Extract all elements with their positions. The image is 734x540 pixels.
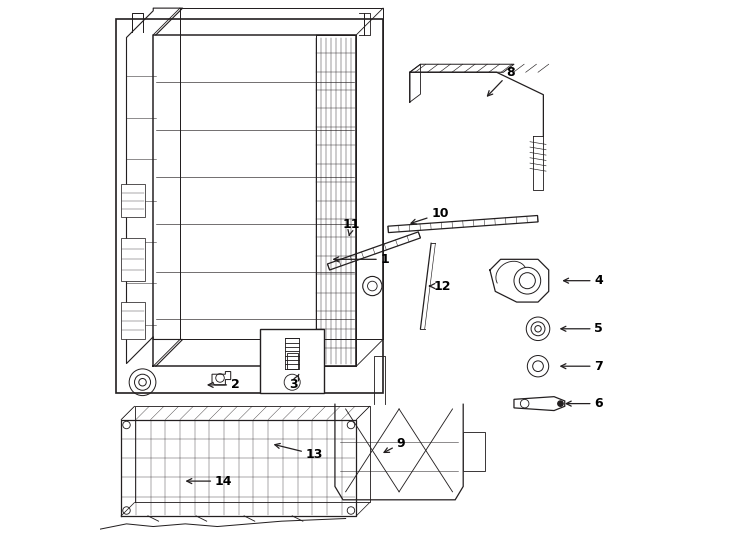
Bar — [121, 238, 145, 281]
Bar — [116, 19, 383, 393]
Text: 4: 4 — [564, 274, 603, 287]
Text: 6: 6 — [566, 397, 603, 410]
Bar — [463, 433, 484, 471]
Text: 8: 8 — [487, 66, 515, 96]
Text: 1: 1 — [334, 253, 389, 266]
Bar — [260, 329, 324, 393]
Circle shape — [558, 401, 563, 406]
Text: 13: 13 — [275, 443, 323, 461]
Bar — [121, 302, 145, 340]
Text: 5: 5 — [561, 322, 603, 335]
Text: 7: 7 — [561, 360, 603, 373]
Text: 3: 3 — [289, 374, 299, 392]
Text: 12: 12 — [429, 280, 451, 293]
Text: 11: 11 — [343, 218, 360, 235]
Bar — [121, 185, 145, 217]
Text: 2: 2 — [208, 379, 239, 392]
Text: 14: 14 — [186, 475, 232, 488]
Text: 9: 9 — [384, 437, 405, 453]
Text: 10: 10 — [411, 207, 448, 224]
